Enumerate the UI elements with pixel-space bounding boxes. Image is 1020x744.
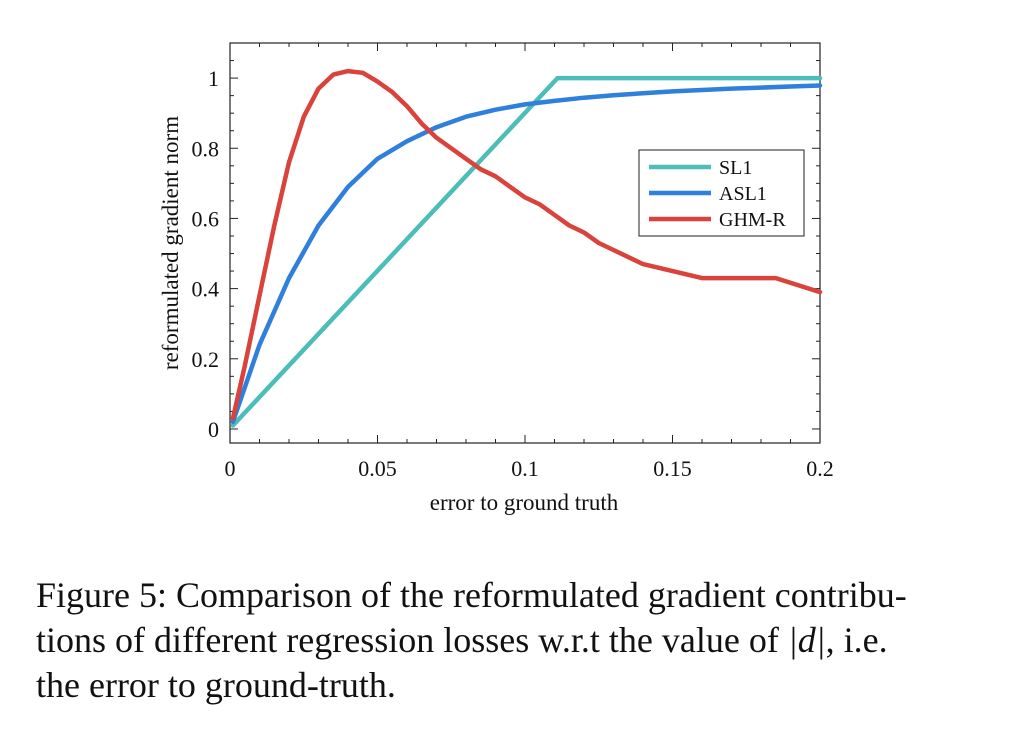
axes (229, 42, 821, 444)
line-chart: 0 0.05 0.1 0.15 0.2 0 0.2 0.4 0.6 0.8 1 error to g… (158, 42, 834, 515)
y-axis-label: reformulated gradient norm (158, 116, 183, 370)
series-line-asl1 (230, 83, 823, 425)
x-tick-label: 0.1 (511, 456, 539, 481)
legend-label-asl1: ASL1 (719, 183, 767, 205)
y-tick-label: 1 (208, 66, 219, 91)
x-tick-label: 0.2 (806, 456, 834, 481)
y-tick-label: 0.2 (192, 347, 220, 372)
x-axis-label: error to ground truth (430, 490, 619, 515)
caption-line-2-end: , i.e. (825, 620, 888, 660)
x-tick-label: 0 (225, 456, 236, 481)
figure-caption: Figure 5: Comparison of the reformulated… (36, 573, 996, 708)
x-tick-label: 0.05 (358, 456, 397, 481)
y-tick-label: 0.8 (192, 136, 220, 161)
caption-line-3: the error to ground-truth. (36, 665, 396, 705)
caption-line-1: Figure 5: Comparison of the reformulated… (36, 575, 907, 615)
y-tick-label: 0.4 (192, 277, 220, 302)
x-tick-label: 0.15 (653, 456, 692, 481)
y-tick-label: 0.6 (192, 206, 220, 231)
legend: SL1 ASL1 GHM-R (638, 149, 805, 237)
figure: 0 0.05 0.1 0.15 0.2 0 0.2 0.4 0.6 0.8 1 error to g… (158, 42, 834, 515)
y-tick-label: 0 (208, 417, 219, 442)
tick-labels: 0 0.05 0.1 0.15 0.2 0 0.2 0.4 0.6 0.8 1 (192, 66, 834, 481)
series-lines (230, 68, 823, 428)
legend-label-sl1: SL1 (719, 157, 752, 179)
series-line-sl1 (230, 75, 823, 428)
caption-line-2-start: tions of different regression losses w.r… (36, 620, 788, 660)
legend-label-ghm-r: GHM-R (719, 209, 786, 231)
caption-math-abs-d: |d| (787, 620, 826, 660)
series-line-ghm-r (230, 68, 823, 421)
